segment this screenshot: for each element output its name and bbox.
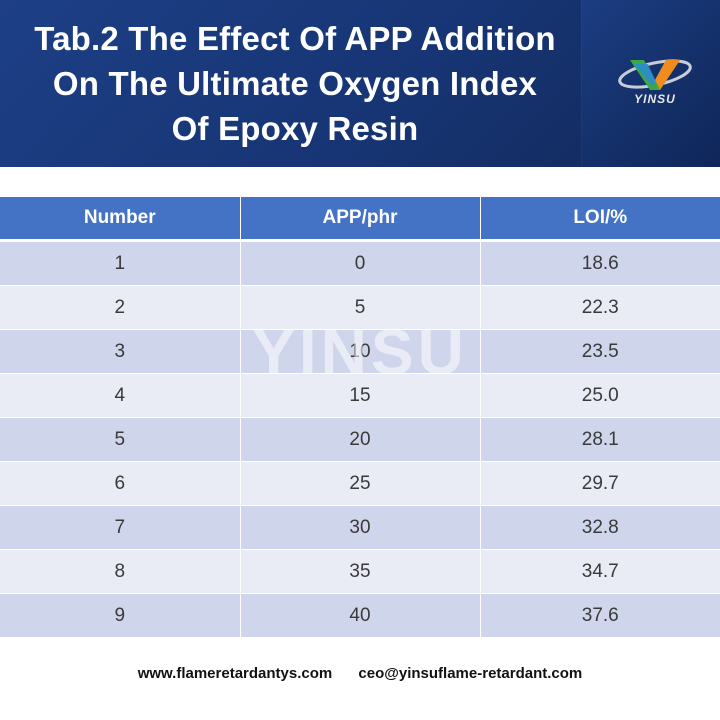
cell-loi: 25.0 — [480, 373, 720, 418]
logo-text: YINSU — [634, 92, 676, 106]
cell-number: 3 — [0, 329, 241, 374]
table-row: 6 25 29.7 — [0, 461, 720, 506]
website-link[interactable]: www.flameretardantys.com — [137, 665, 333, 682]
cell-loi: 23.5 — [480, 329, 720, 374]
cell-loi: 28.1 — [480, 417, 720, 462]
footer: www.flameretardantys.com ceo@yinsuflame-… — [0, 665, 720, 682]
cell-app: 10 — [240, 329, 481, 374]
table-row: 3 10 23.5 — [0, 329, 720, 374]
table-header-row: Number APP/phr LOI/% — [0, 197, 720, 242]
cell-loi: 37.6 — [480, 593, 720, 638]
cell-number: 1 — [0, 240, 241, 286]
table-row: 1 0 18.6 — [0, 240, 720, 286]
table-row: 7 30 32.8 — [0, 505, 720, 550]
title-banner: Tab.2 The Effect Of APP Addition On The … — [0, 0, 720, 167]
cell-number: 9 — [0, 593, 241, 638]
cell-app: 30 — [240, 505, 481, 550]
table-row: 5 20 28.1 — [0, 417, 720, 462]
column-header-loi: LOI/% — [480, 197, 720, 242]
table-row: 9 40 37.6 — [0, 593, 720, 638]
cell-app: 5 — [240, 285, 481, 330]
table-row: 4 15 25.0 — [0, 373, 720, 418]
cell-number: 6 — [0, 461, 241, 506]
page-title: Tab.2 The Effect Of APP Addition On The … — [0, 16, 590, 151]
table-row: 2 5 22.3 — [0, 285, 720, 330]
cell-app: 15 — [240, 373, 481, 418]
data-table: Number APP/phr LOI/% 1 0 18.6 2 5 22.3 3… — [0, 197, 720, 638]
title-line: Of Epoxy Resin — [171, 110, 419, 147]
cell-number: 4 — [0, 373, 241, 418]
title-line: On The Ultimate Oxygen Index — [52, 65, 538, 102]
yinsu-logo-icon — [618, 59, 692, 90]
cell-number: 7 — [0, 505, 241, 550]
yinsu-logo: YINSU — [614, 52, 696, 112]
cell-number: 5 — [0, 417, 241, 462]
cell-app: 0 — [240, 240, 481, 286]
email-link[interactable]: ceo@yinsuflame-retardant.com — [358, 665, 583, 682]
cell-number: 2 — [0, 285, 241, 330]
cell-app: 40 — [240, 593, 481, 638]
column-header-app: APP/phr — [240, 197, 481, 242]
table-row: 8 35 34.7 — [0, 549, 720, 594]
cell-loi: 22.3 — [480, 285, 720, 330]
cell-loi: 18.6 — [480, 240, 720, 286]
title-line: Tab.2 The Effect Of APP Addition — [34, 20, 556, 57]
cell-app: 25 — [240, 461, 481, 506]
cell-number: 8 — [0, 549, 241, 594]
cell-loi: 29.7 — [480, 461, 720, 506]
cell-app: 20 — [240, 417, 481, 462]
cell-loi: 32.8 — [480, 505, 720, 550]
cell-app: 35 — [240, 549, 481, 594]
cell-loi: 34.7 — [480, 549, 720, 594]
column-header-number: Number — [0, 197, 241, 242]
